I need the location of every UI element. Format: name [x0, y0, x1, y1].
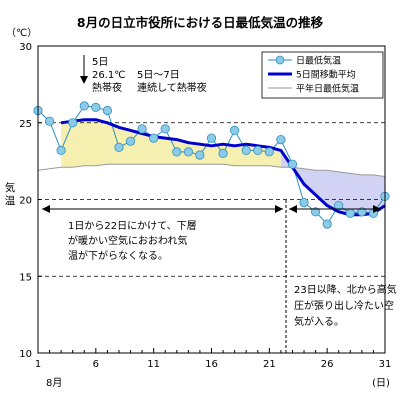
series-daily-point	[160, 124, 170, 134]
x-month-label: 8月	[46, 377, 62, 389]
shaded-areas	[61, 119, 385, 215]
series-daily-point	[183, 147, 193, 157]
legend: 日最低気温 5日間移動平均 平年日最低気温	[261, 51, 384, 99]
series-daily-point	[357, 207, 367, 217]
series-daily-point	[125, 136, 136, 146]
x-tick-label: 21	[263, 359, 276, 370]
series-daily-point	[253, 145, 263, 155]
series-daily-point	[102, 105, 113, 116]
series-daily-point	[334, 201, 344, 211]
series-daily-point	[206, 133, 217, 143]
annotation-day5-temp: 26.1℃	[92, 70, 126, 81]
series	[33, 101, 390, 229]
series-daily-point	[322, 219, 332, 229]
x-tick-label: 16	[205, 359, 218, 370]
series-daily-point	[218, 148, 228, 158]
annotation-day5: 5日	[92, 57, 108, 68]
annotation-arrow-head	[80, 76, 88, 84]
period-cool-marker	[289, 205, 381, 213]
series-daily-point	[56, 145, 66, 155]
note-cool-period: 23日以降、北から高気 圧が張り出し冷たい空 気が入る。	[294, 283, 397, 328]
y-tick-label: 10	[19, 349, 32, 360]
y-axis-label-char-2: 温	[5, 195, 16, 207]
period-warm-arrow-right	[275, 205, 283, 213]
series-daily-point	[79, 101, 89, 111]
series-daily-point	[44, 116, 55, 126]
legend-label-daily: 日最低気温	[296, 55, 341, 67]
y-unit: （℃）	[6, 27, 37, 39]
series-daily-point	[230, 125, 240, 135]
annotation-day5-label: 熱帯夜	[92, 81, 122, 94]
cool-anomaly-area	[280, 150, 385, 215]
x-tick-label: 31	[379, 359, 392, 370]
series-daily-point	[91, 102, 101, 113]
y-tick-label: 30	[19, 42, 32, 53]
note-warm-line-1: 1日から22日にかけて、下層	[68, 220, 197, 232]
note-cool-line-2: 圧が張り出し冷たい空	[294, 299, 394, 312]
grid	[38, 122, 385, 277]
legend-label-moving-average: 5日間移動平均	[296, 69, 356, 81]
series-daily-point	[68, 118, 78, 128]
note-cool-line-3: 気が入る。	[294, 315, 344, 328]
annotation-hot-night: 5日 26.1℃ 熱帯夜 5日～7日 連続して熱帯夜	[80, 55, 207, 94]
series-daily-point	[345, 208, 355, 218]
annotation-consecutive-range: 5日～7日	[137, 70, 180, 81]
note-cool-line-1: 23日以降、北から高気	[294, 283, 397, 296]
series-daily-point	[287, 159, 298, 169]
series-daily-point	[310, 207, 321, 217]
series-daily-point	[195, 150, 205, 160]
period-cool-arrow-right	[373, 205, 381, 213]
series-daily-point	[114, 142, 124, 152]
series-daily-point	[137, 124, 147, 134]
x-tick-label: 1	[35, 359, 41, 370]
y-tick-label: 25	[19, 119, 32, 130]
y-axis-label-char-1: 気	[5, 181, 16, 194]
period-cool-arrow-left	[289, 205, 297, 213]
series-daily-point	[149, 133, 159, 143]
y-tick-label: 15	[19, 272, 32, 283]
series-daily-point	[241, 145, 251, 155]
legend-label-normal: 平年日最低気温	[296, 83, 359, 95]
period-warm-arrow-left	[42, 205, 50, 213]
period-warm-marker	[42, 205, 283, 213]
annotation-consecutive-label: 連続して熱帯夜	[137, 81, 207, 94]
y-tick-label: 20	[19, 196, 32, 207]
note-warm-line-3: 温が下がらなくなる。	[68, 249, 168, 262]
x-tick-label: 6	[93, 359, 99, 370]
x-unit-label: (日)	[372, 378, 390, 389]
note-warm-line-2: が暖かい空気におおわれ気	[68, 234, 188, 247]
series-daily-point	[276, 135, 286, 145]
series-daily-point	[264, 147, 274, 157]
x-tick-label: 11	[147, 359, 160, 370]
series-normal-line	[37, 163, 386, 177]
series-moving-average-line	[60, 118, 386, 217]
chart-title: 8月の日立市役所における日最低気温の推移	[77, 15, 324, 30]
series-daily-point	[172, 147, 182, 157]
x-tick-label: 26	[321, 359, 334, 370]
legend-marker-daily	[275, 55, 285, 65]
series-daily-point	[299, 198, 309, 208]
note-warm-period: 1日から22日にかけて、下層 が暖かい空気におおわれ気 温が下がらなくなる。	[68, 220, 197, 262]
